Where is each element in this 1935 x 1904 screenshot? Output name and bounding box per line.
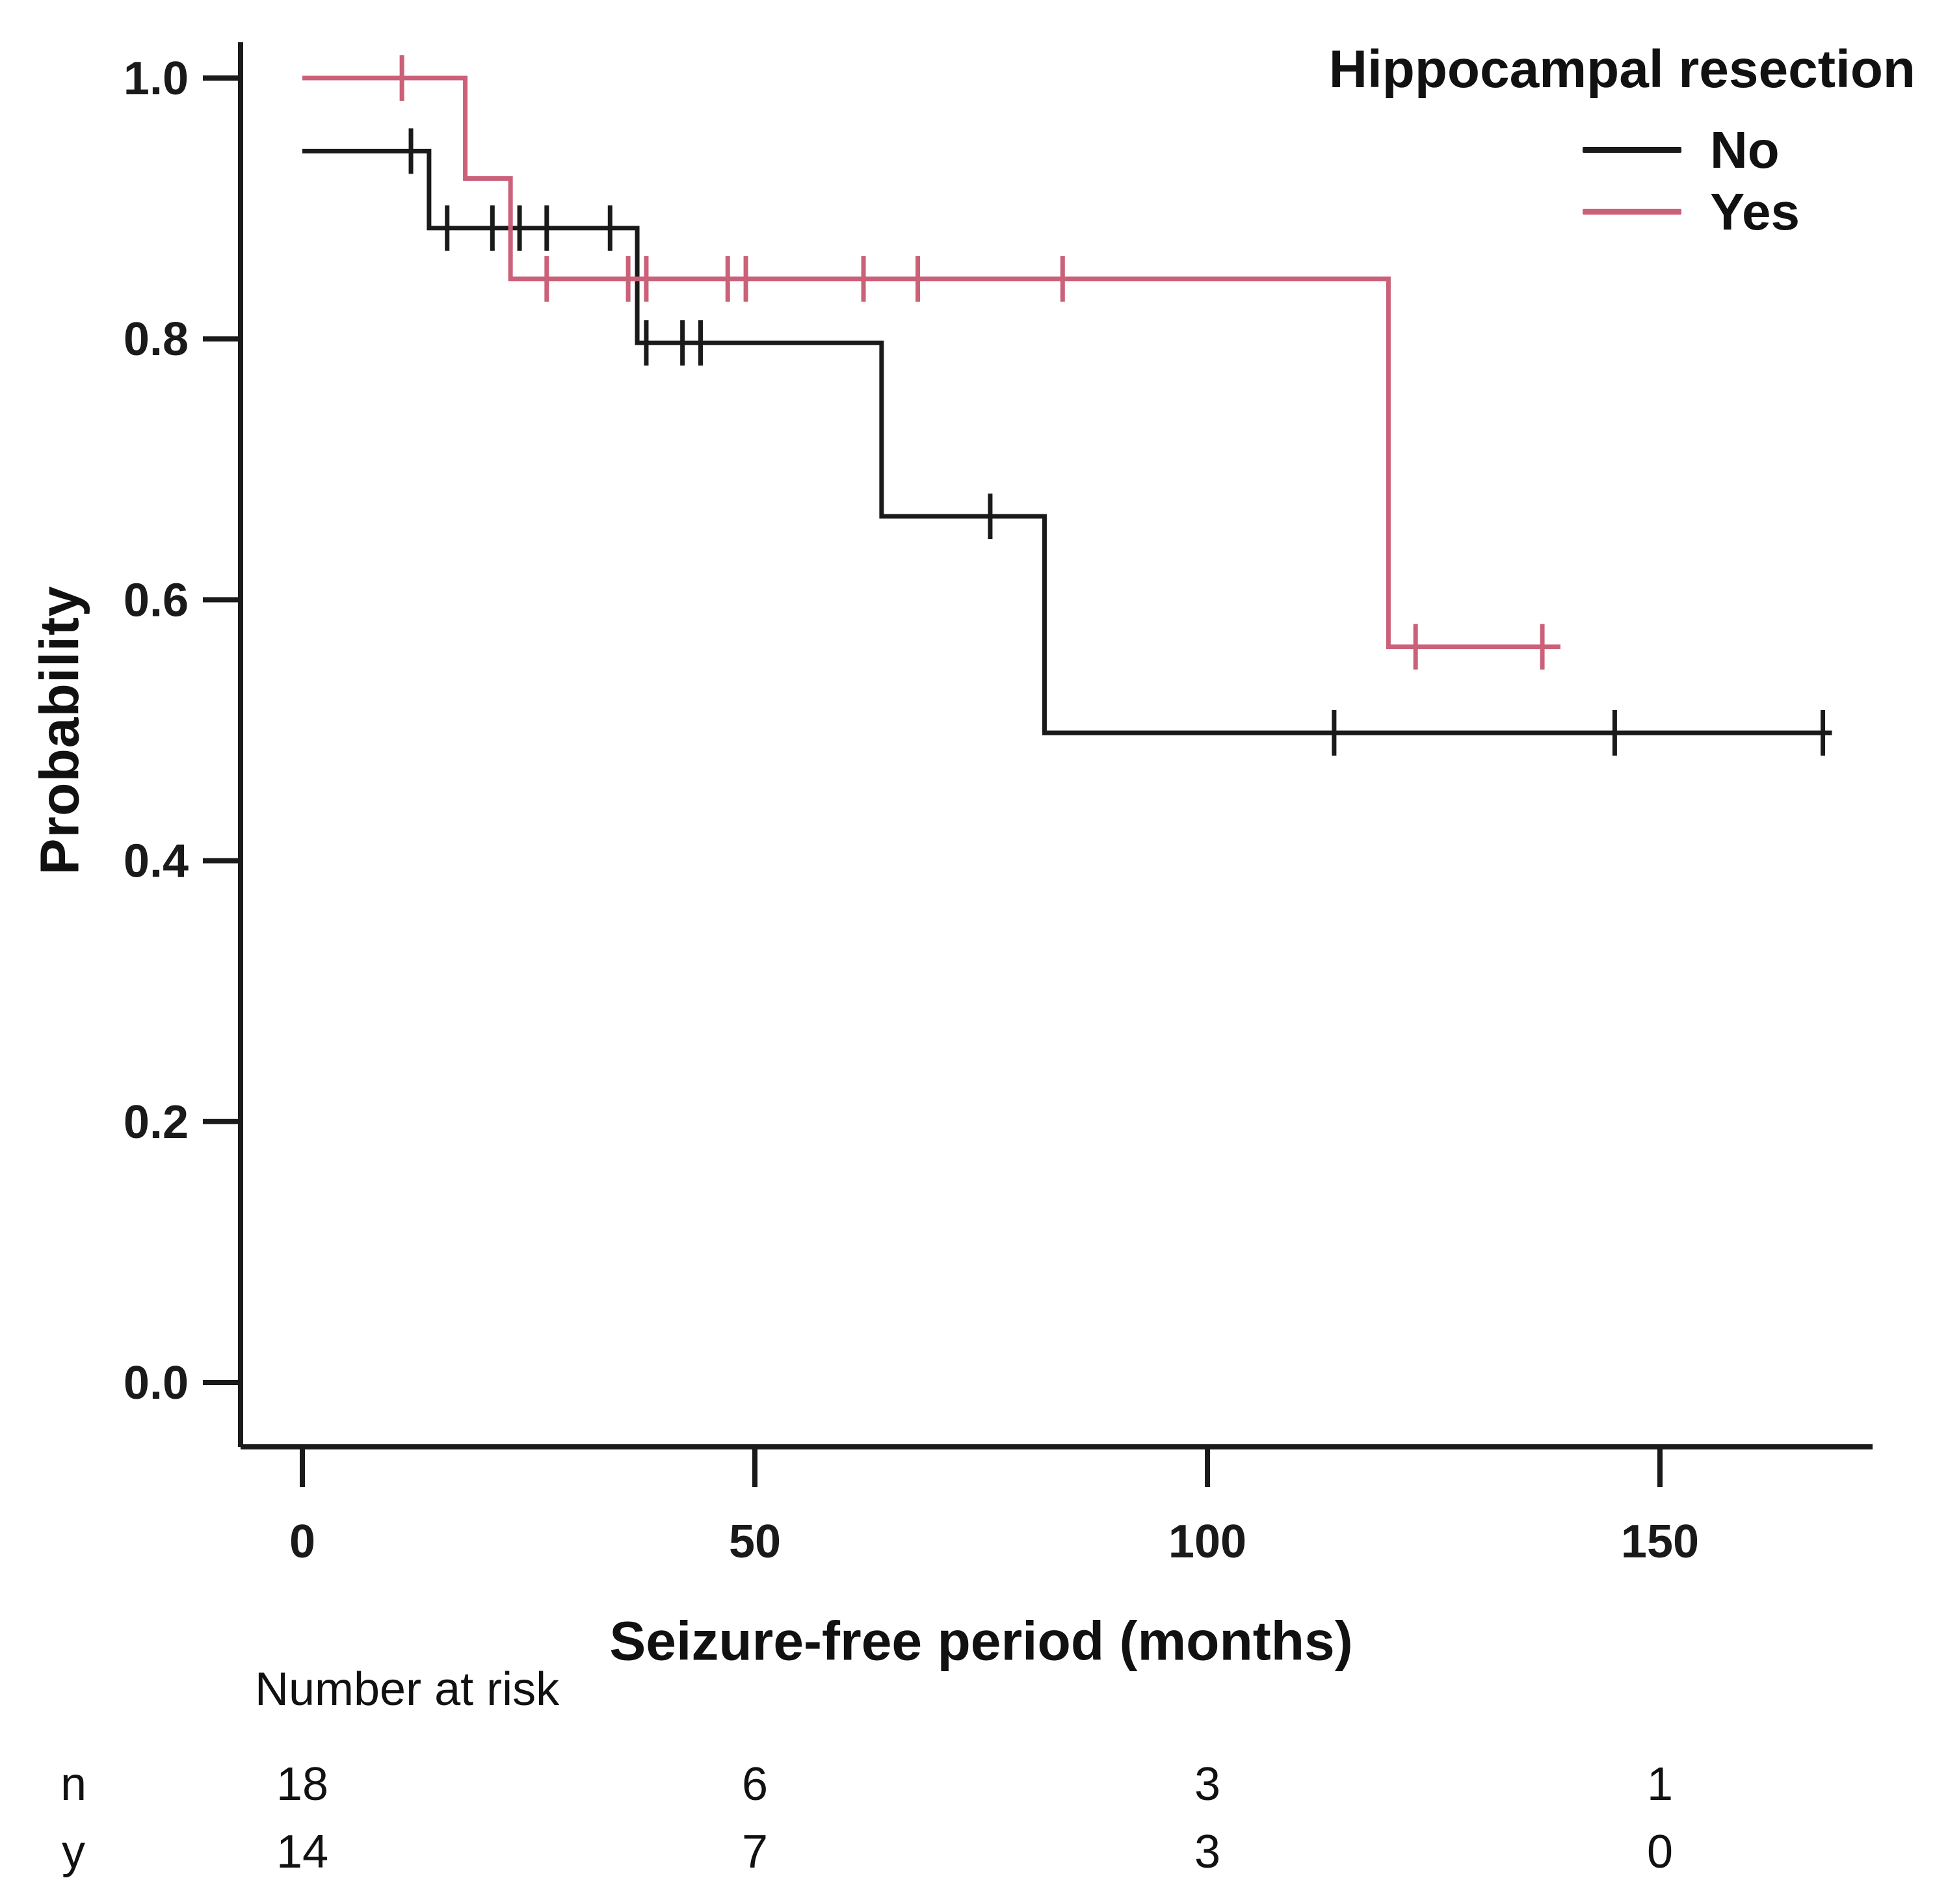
risk-value: 3 — [1194, 1826, 1221, 1878]
survival-curves-layer — [302, 55, 1832, 756]
y-tick-label: 1.0 — [124, 53, 189, 105]
survival-curve-yes — [302, 75, 1560, 650]
legend-title: Hippocampal resection — [1328, 40, 1915, 99]
legend-line-no-icon — [1583, 147, 1681, 153]
x-axis-title: Seizure-free period (months) — [609, 1610, 1353, 1672]
legend-label-no: No — [1710, 121, 1780, 179]
risk-row-label-n: n — [60, 1758, 87, 1810]
legend-line-yes-icon — [1583, 209, 1681, 215]
x-tick-label: 50 — [729, 1516, 781, 1568]
y-tick-label: 0.2 — [124, 1096, 189, 1148]
y-tick-label: 0.8 — [124, 313, 189, 365]
risk-value: 18 — [276, 1758, 329, 1810]
y-tick-label: 0.0 — [124, 1357, 189, 1409]
y-axis-title: Probability — [29, 585, 90, 875]
x-tick-label: 150 — [1621, 1516, 1699, 1568]
risk-value: 6 — [741, 1758, 769, 1810]
legend-label-yes: Yes — [1710, 183, 1800, 241]
x-tick-label: 0 — [289, 1516, 315, 1568]
risk-value: 14 — [276, 1826, 329, 1878]
x-tick-label: 100 — [1168, 1516, 1246, 1568]
y-tick-label: 0.6 — [124, 574, 189, 626]
y-tick-label: 0.4 — [124, 836, 189, 888]
survival-curve-no — [302, 148, 1832, 735]
risk-row-label-y: y — [62, 1826, 85, 1878]
risk-table-header: Number at risk — [255, 1663, 560, 1715]
risk-value: 1 — [1646, 1758, 1674, 1810]
risk-value: 7 — [741, 1826, 769, 1878]
risk-value: 3 — [1194, 1758, 1221, 1810]
axes-layer: 1.0 0.8 0.6 0.4 0.2 0.0 0 50 100 150 — [124, 42, 1873, 1568]
risk-value: 0 — [1646, 1826, 1674, 1878]
